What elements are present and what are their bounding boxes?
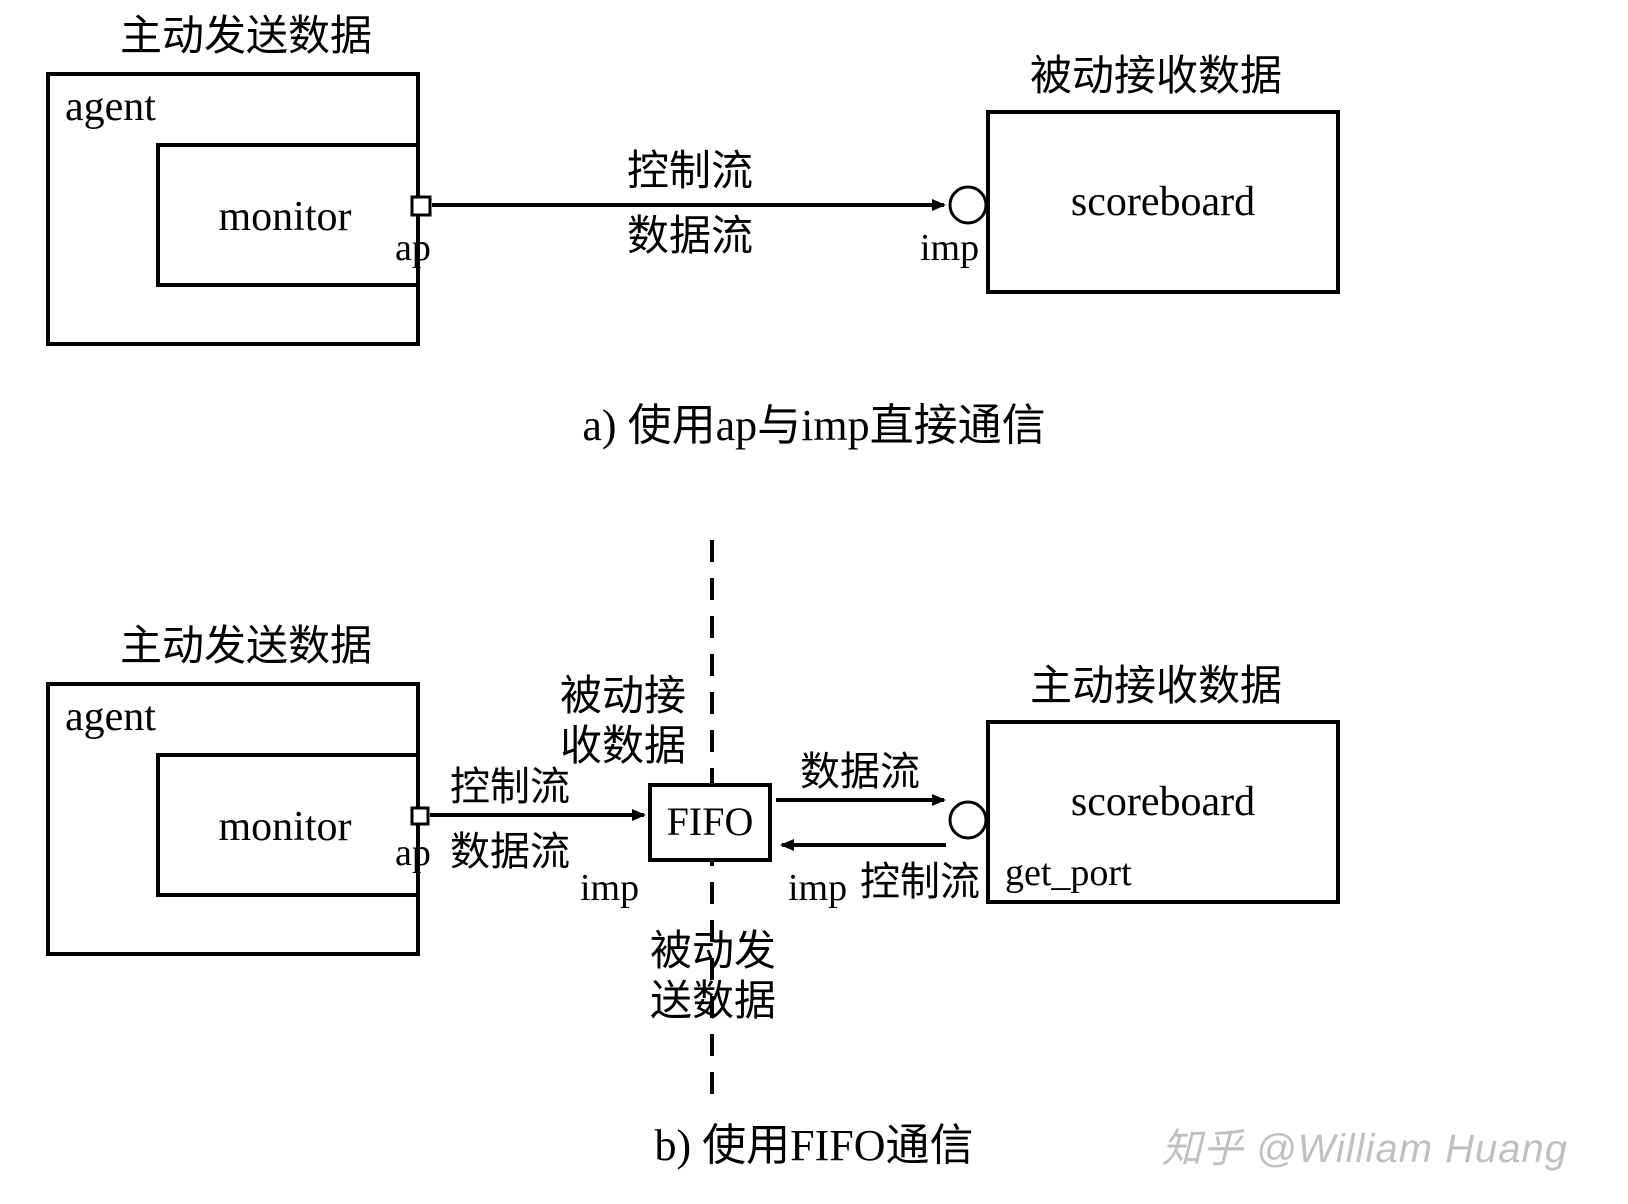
agent-label-a: agent — [65, 84, 156, 130]
caption-b: b) 使用FIFO通信 — [654, 1121, 973, 1170]
header-left-b: 主动发送数据 — [120, 624, 372, 670]
watermark: 知乎 @William Huang — [1162, 1116, 1568, 1174]
arrow-bottom-label-a: 数据流 — [627, 214, 753, 260]
imp-label-a: imp — [920, 227, 979, 269]
ap-port-a — [412, 197, 430, 215]
get-port-b — [950, 802, 986, 838]
imp-right-label-b: imp — [788, 867, 847, 909]
left-arrow-top-b: 控制流 — [450, 764, 570, 809]
right-arrow-top-b: 数据流 — [800, 749, 920, 794]
diagram-a: 主动发送数据 被动接收数据 agent monitor ap scoreboar… — [48, 14, 1338, 450]
scoreboard-label-a: scoreboard — [1071, 179, 1255, 225]
left-arrow-bot-b: 数据流 — [450, 829, 570, 874]
diagram-b: 主动发送数据 主动接收数据 agent monitor ap FIFO 被动接 … — [48, 540, 1338, 1170]
header-right-a: 被动接收数据 — [1030, 54, 1282, 100]
imp-left-label-b: imp — [580, 867, 639, 909]
monitor-label-a: monitor — [219, 194, 352, 240]
fifo-top1-b: 被动接 — [560, 674, 686, 720]
fifo-label-b: FIFO — [667, 799, 754, 844]
header-left-a: 主动发送数据 — [120, 14, 372, 60]
fifo-bot2-b: 送数据 — [650, 979, 776, 1025]
arrow-top-label-a: 控制流 — [627, 149, 753, 195]
header-right-b: 主动接收数据 — [1030, 664, 1282, 710]
right-arrow-bot-b: 控制流 — [860, 859, 980, 904]
get-port-label-b: get_port — [1005, 852, 1132, 894]
ap-label-a: ap — [395, 227, 431, 269]
imp-port-a — [950, 187, 986, 223]
ap-port-b — [412, 808, 428, 824]
caption-a: a) 使用ap与imp直接通信 — [582, 401, 1045, 450]
ap-label-b: ap — [395, 832, 431, 874]
monitor-label-b: monitor — [219, 804, 352, 850]
fifo-top2-b: 收数据 — [560, 724, 686, 770]
agent-label-b: agent — [65, 694, 156, 740]
fifo-bot1-b: 被动发 — [650, 929, 776, 975]
diagram-canvas: 主动发送数据 被动接收数据 agent monitor ap scoreboar… — [0, 0, 1628, 1204]
scoreboard-label-b: scoreboard — [1071, 779, 1255, 825]
